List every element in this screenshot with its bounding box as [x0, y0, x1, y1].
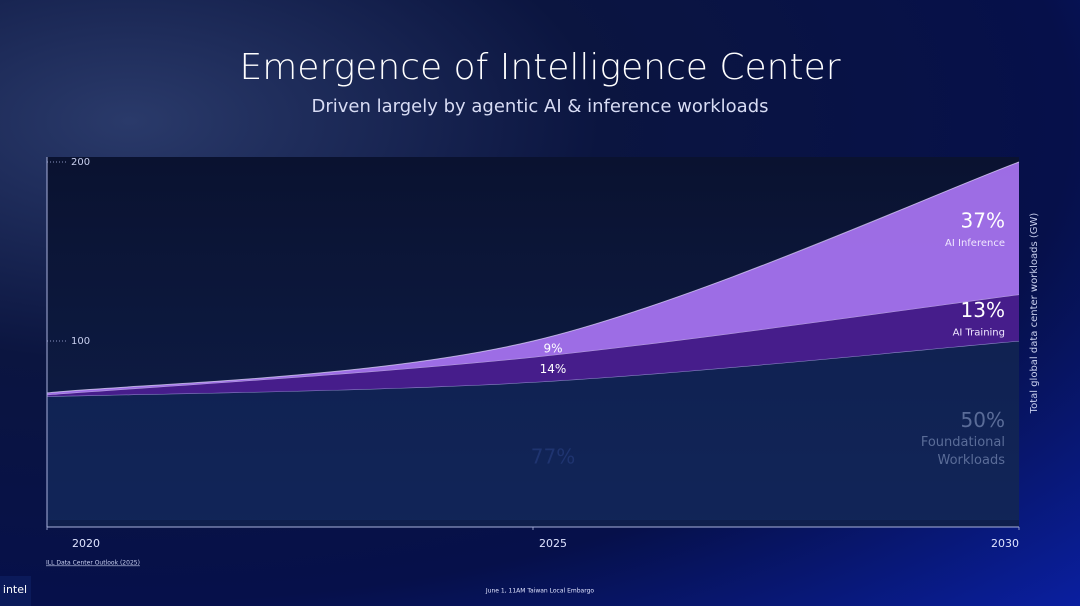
logo: intel — [3, 583, 27, 596]
share-label: 14% — [540, 362, 567, 376]
series-name: Foundational Workloads — [920, 434, 1005, 468]
y-tick-label: 100 — [71, 336, 90, 347]
share-label: 9% — [543, 342, 562, 356]
area — [47, 162, 1019, 395]
chart-title: Emergence of Intelligence Center — [239, 47, 840, 88]
x-tick-label: 2020 — [72, 537, 100, 550]
series-name: AI Inference — [945, 238, 1005, 249]
series-name: AI Training — [953, 328, 1005, 339]
x-tick-label: 2030 — [991, 537, 1019, 550]
x-tick-label: 2025 — [539, 537, 567, 550]
share-label: 50% — [961, 408, 1005, 432]
area-edge — [46, 161, 1020, 394]
area — [47, 294, 1019, 397]
y-tick-label: 200 — [71, 157, 90, 168]
area — [47, 341, 1019, 520]
footnote: ILL Data Center Outlook (2025) — [46, 560, 140, 567]
chart-subtitle: Driven largely by agentic AI & inference… — [311, 96, 768, 117]
share-label: 13% — [961, 298, 1005, 322]
share-label: 37% — [961, 209, 1005, 233]
y-axis-label: Total global data center workloads (GW) — [1029, 213, 1040, 415]
share-label: 77% — [531, 444, 575, 468]
footer: June 1, 11AM Taiwan Local Embargo — [485, 588, 594, 595]
logo-box — [0, 576, 31, 606]
series-name-box: Foundational Workloads — [920, 434, 1005, 468]
